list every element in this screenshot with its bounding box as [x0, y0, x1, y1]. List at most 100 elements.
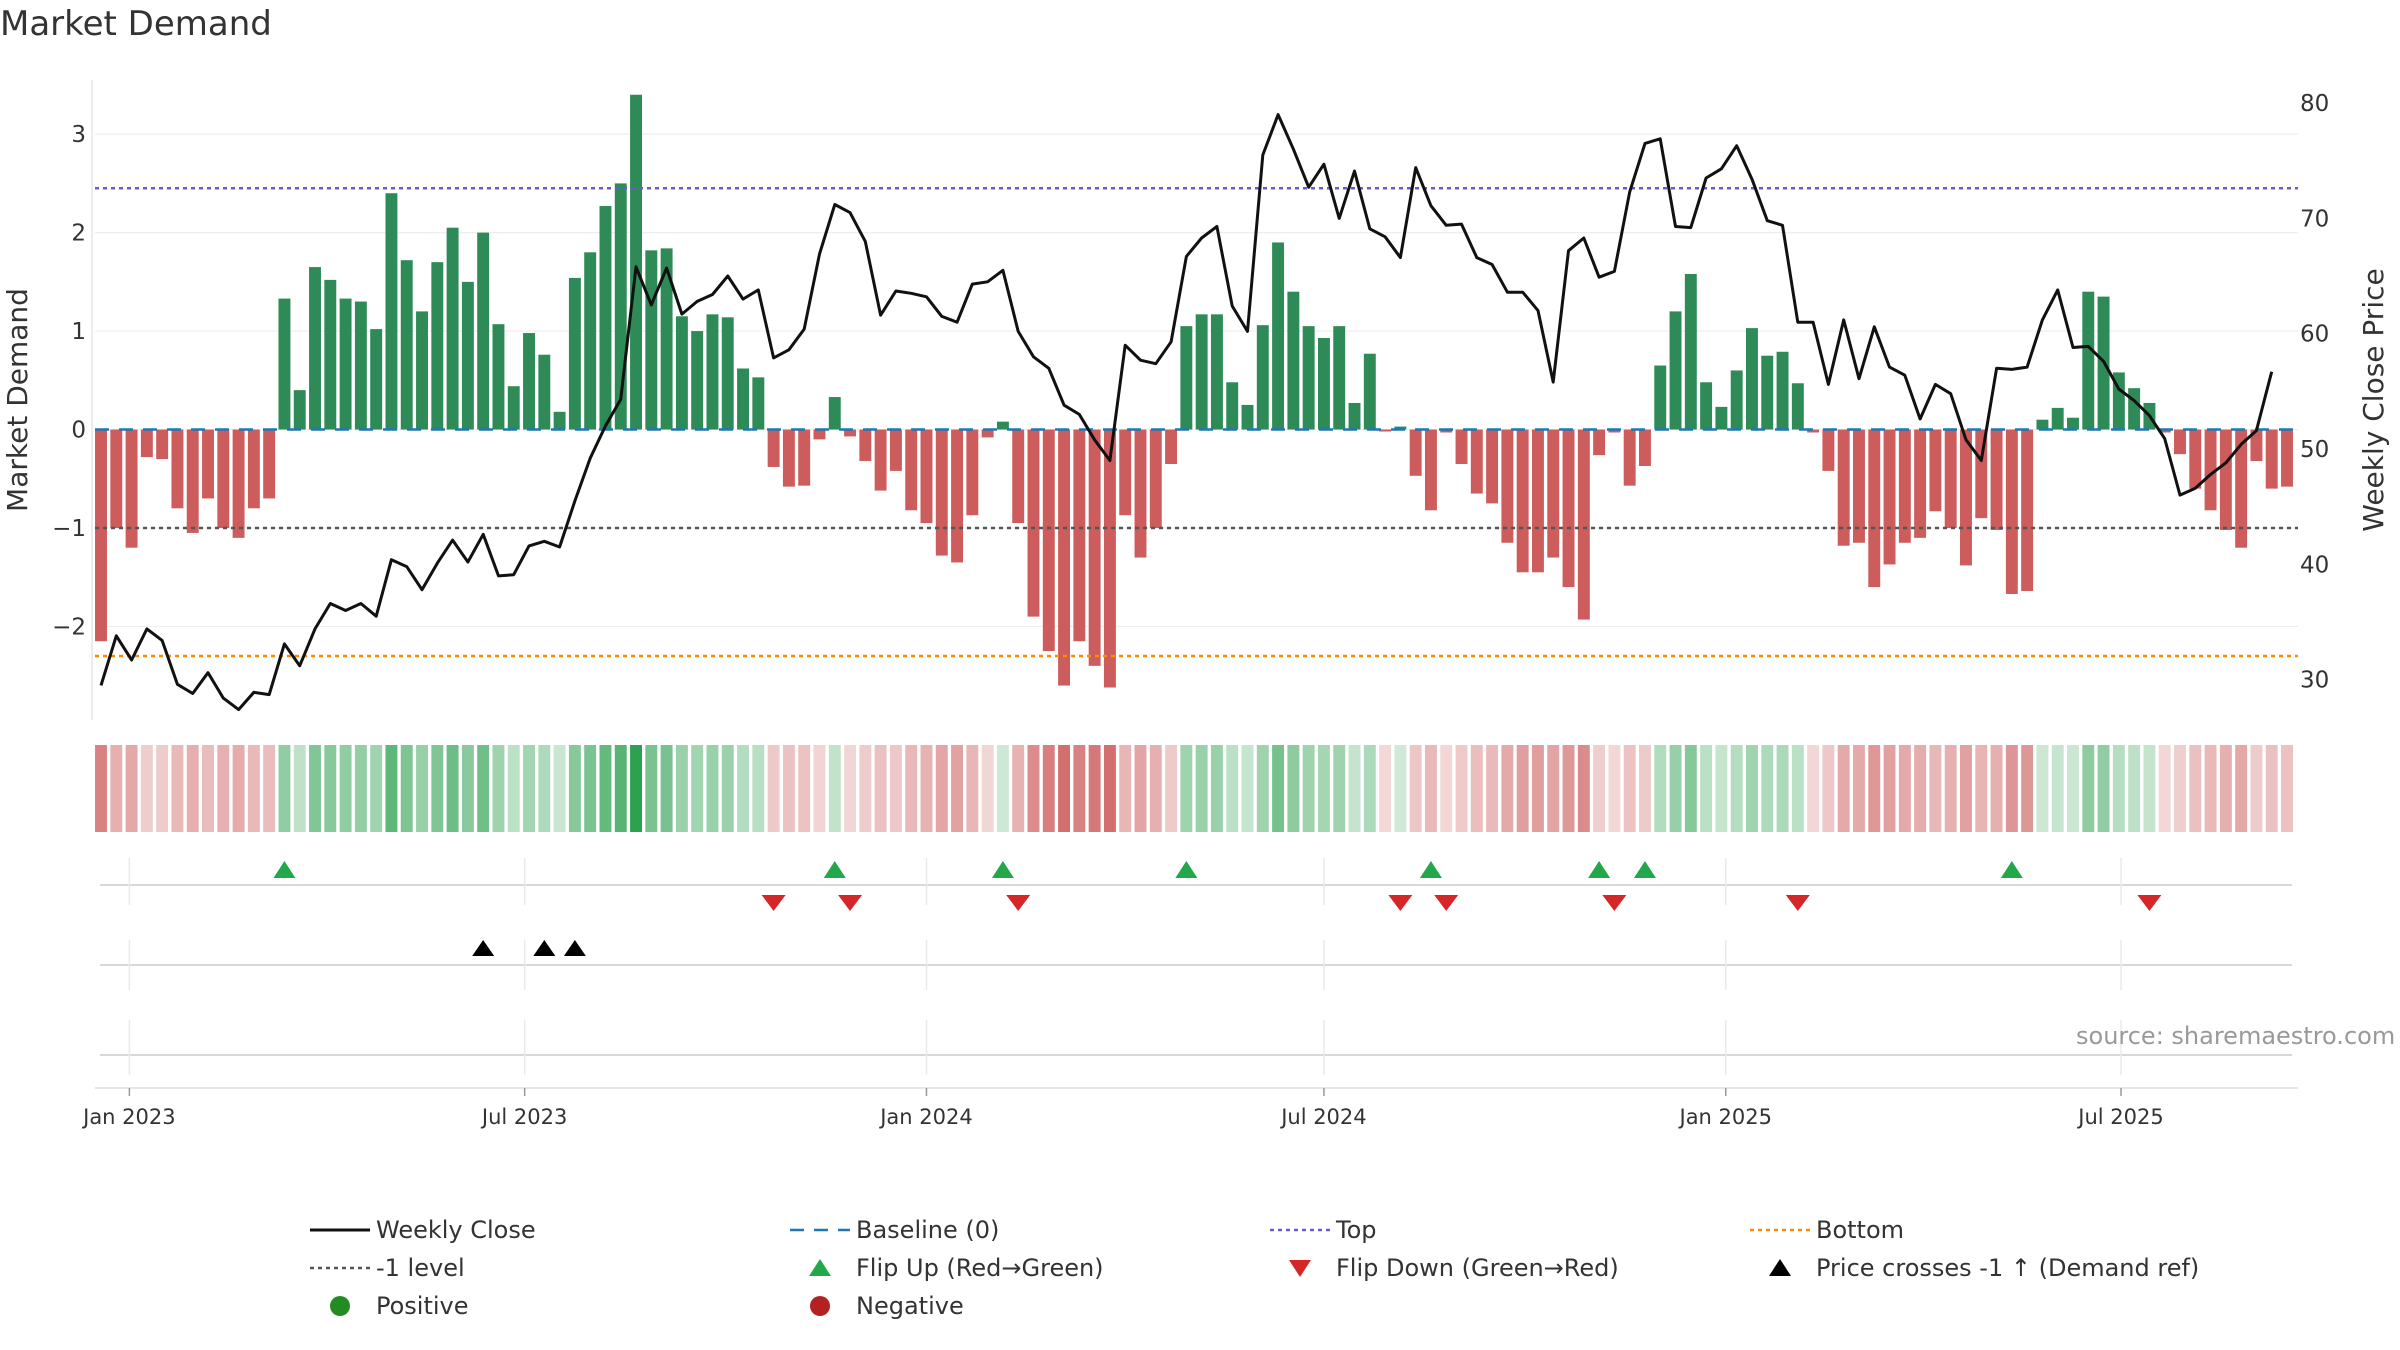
heat-strip-cell — [1486, 745, 1499, 832]
demand-bar — [1226, 382, 1239, 430]
demand-bar — [2036, 419, 2049, 430]
heat-strip-cell — [156, 745, 169, 832]
legend-dashed-icon — [790, 1228, 850, 1232]
heat-strip-cell — [2005, 745, 2018, 832]
x-tick-label: Jan 2023 — [81, 1105, 176, 1129]
heat-strip-cell — [1868, 745, 1881, 832]
flip-up-marker — [991, 861, 1014, 878]
demand-bar — [874, 429, 887, 491]
heat-strip-cell — [1455, 745, 1468, 832]
demand-bar — [1807, 429, 1820, 433]
heat-strip-cell — [1149, 745, 1162, 832]
heat-strip-cell — [1960, 745, 1972, 832]
demand-bar — [324, 279, 337, 430]
demand-bar — [553, 411, 566, 430]
heat-strip-cell — [630, 745, 642, 832]
heat-strip-cell — [125, 745, 138, 832]
heat-strip-cell — [599, 745, 612, 832]
heat-strip-cell — [293, 745, 306, 832]
demand-bar — [981, 429, 994, 438]
heat-strip-cell — [1822, 745, 1835, 832]
x-tick-label: Jul 2023 — [480, 1105, 567, 1129]
flip-up-marker — [1419, 861, 1442, 878]
flip-up-marker — [2000, 861, 2023, 878]
heat-strip-cell — [813, 745, 826, 832]
heat-strip-cell — [1776, 745, 1789, 832]
demand-bar — [446, 227, 459, 430]
weekly-close-line — [99, 113, 2274, 712]
heat-strip-cell — [1180, 745, 1193, 832]
demand-bar — [2158, 429, 2171, 433]
demand-bar — [354, 301, 367, 430]
heat-strip-cell — [2250, 745, 2263, 832]
heat-strip-cell — [202, 745, 214, 832]
demand-bar — [1975, 429, 1988, 519]
heat-strip-cell — [431, 745, 444, 832]
demand-bar — [125, 429, 138, 548]
demand-bar — [1317, 337, 1330, 430]
demand-bar — [492, 324, 505, 430]
heat-strip-cell — [446, 745, 459, 832]
heat-strip-cell — [1516, 745, 1529, 832]
heat-strip-cell — [370, 745, 383, 832]
heat-strip-cell — [278, 745, 291, 832]
heat-strip-cell — [645, 745, 658, 832]
heat-strip-cell — [981, 745, 994, 832]
left-tick-label: 3 — [71, 122, 86, 148]
heat-strip-cell — [1042, 745, 1055, 832]
heat-strip-cell — [2097, 745, 2110, 832]
demand-bar — [1409, 429, 1422, 476]
demand-bar — [2189, 429, 2202, 489]
demand-bar — [935, 429, 948, 556]
demand-bar — [416, 311, 428, 430]
demand-bar — [309, 267, 321, 430]
right-tick-label: 50 — [2300, 437, 2329, 463]
demand-bar — [2051, 407, 2064, 430]
demand-bar — [1700, 382, 1713, 430]
demand-bar — [1486, 429, 1499, 504]
legend-negative: Negative — [780, 1288, 964, 1324]
demand-bar — [95, 429, 107, 642]
demand-bar — [2112, 372, 2125, 430]
heat-strip-cell — [1761, 745, 1774, 832]
demand-bar — [1455, 429, 1468, 464]
heat-strip-cell — [2036, 745, 2049, 832]
demand-bar — [599, 206, 612, 430]
demand-bar — [1853, 429, 1865, 543]
flip-up-marker — [1588, 861, 1611, 878]
heat-strip-cell — [416, 745, 428, 832]
dot-icon — [810, 1296, 830, 1316]
demand-bar — [1134, 429, 1147, 558]
heat-strip-cell — [263, 745, 276, 832]
x-tick-label: Jan 2024 — [878, 1105, 973, 1129]
left-tick-label: 0 — [71, 418, 86, 444]
price-cross-marker — [563, 940, 586, 956]
heat-strip-cell — [1654, 745, 1667, 832]
demand-bar — [1470, 429, 1483, 494]
heat-strip-cell — [1302, 745, 1315, 832]
demand-bar — [1012, 429, 1025, 524]
right-tick-label: 60 — [2300, 322, 2329, 348]
heat-strip-cell — [2082, 745, 2095, 832]
demand-bar — [1241, 404, 1254, 430]
demand-bar — [782, 429, 795, 487]
demand-bar — [538, 354, 551, 430]
flip-down-marker — [1388, 895, 1413, 911]
legend-dotted-icon — [1750, 1228, 1810, 1232]
heat-strip-cell — [951, 745, 964, 832]
demand-bar — [1501, 429, 1514, 543]
demand-bar — [140, 429, 153, 458]
heat-strip-cell — [477, 745, 490, 832]
heat-strip-cell — [1501, 745, 1514, 832]
heat-strip-cell — [1424, 745, 1437, 832]
demand-bar — [584, 252, 597, 430]
heat-strip-cell — [1975, 745, 1988, 832]
legend-label: Price crosses -1 ↑ (Demand ref) — [1816, 1254, 2200, 1282]
heat-strip-cell — [828, 745, 841, 832]
legend-positive: Positive — [300, 1288, 469, 1324]
heat-strip-cell — [1700, 745, 1713, 832]
x-tick-label: Jan 2025 — [1678, 1105, 1773, 1129]
demand-bar — [920, 429, 933, 524]
heat-strip-cell — [1990, 745, 2003, 832]
heat-strip-cell — [1165, 745, 1178, 832]
